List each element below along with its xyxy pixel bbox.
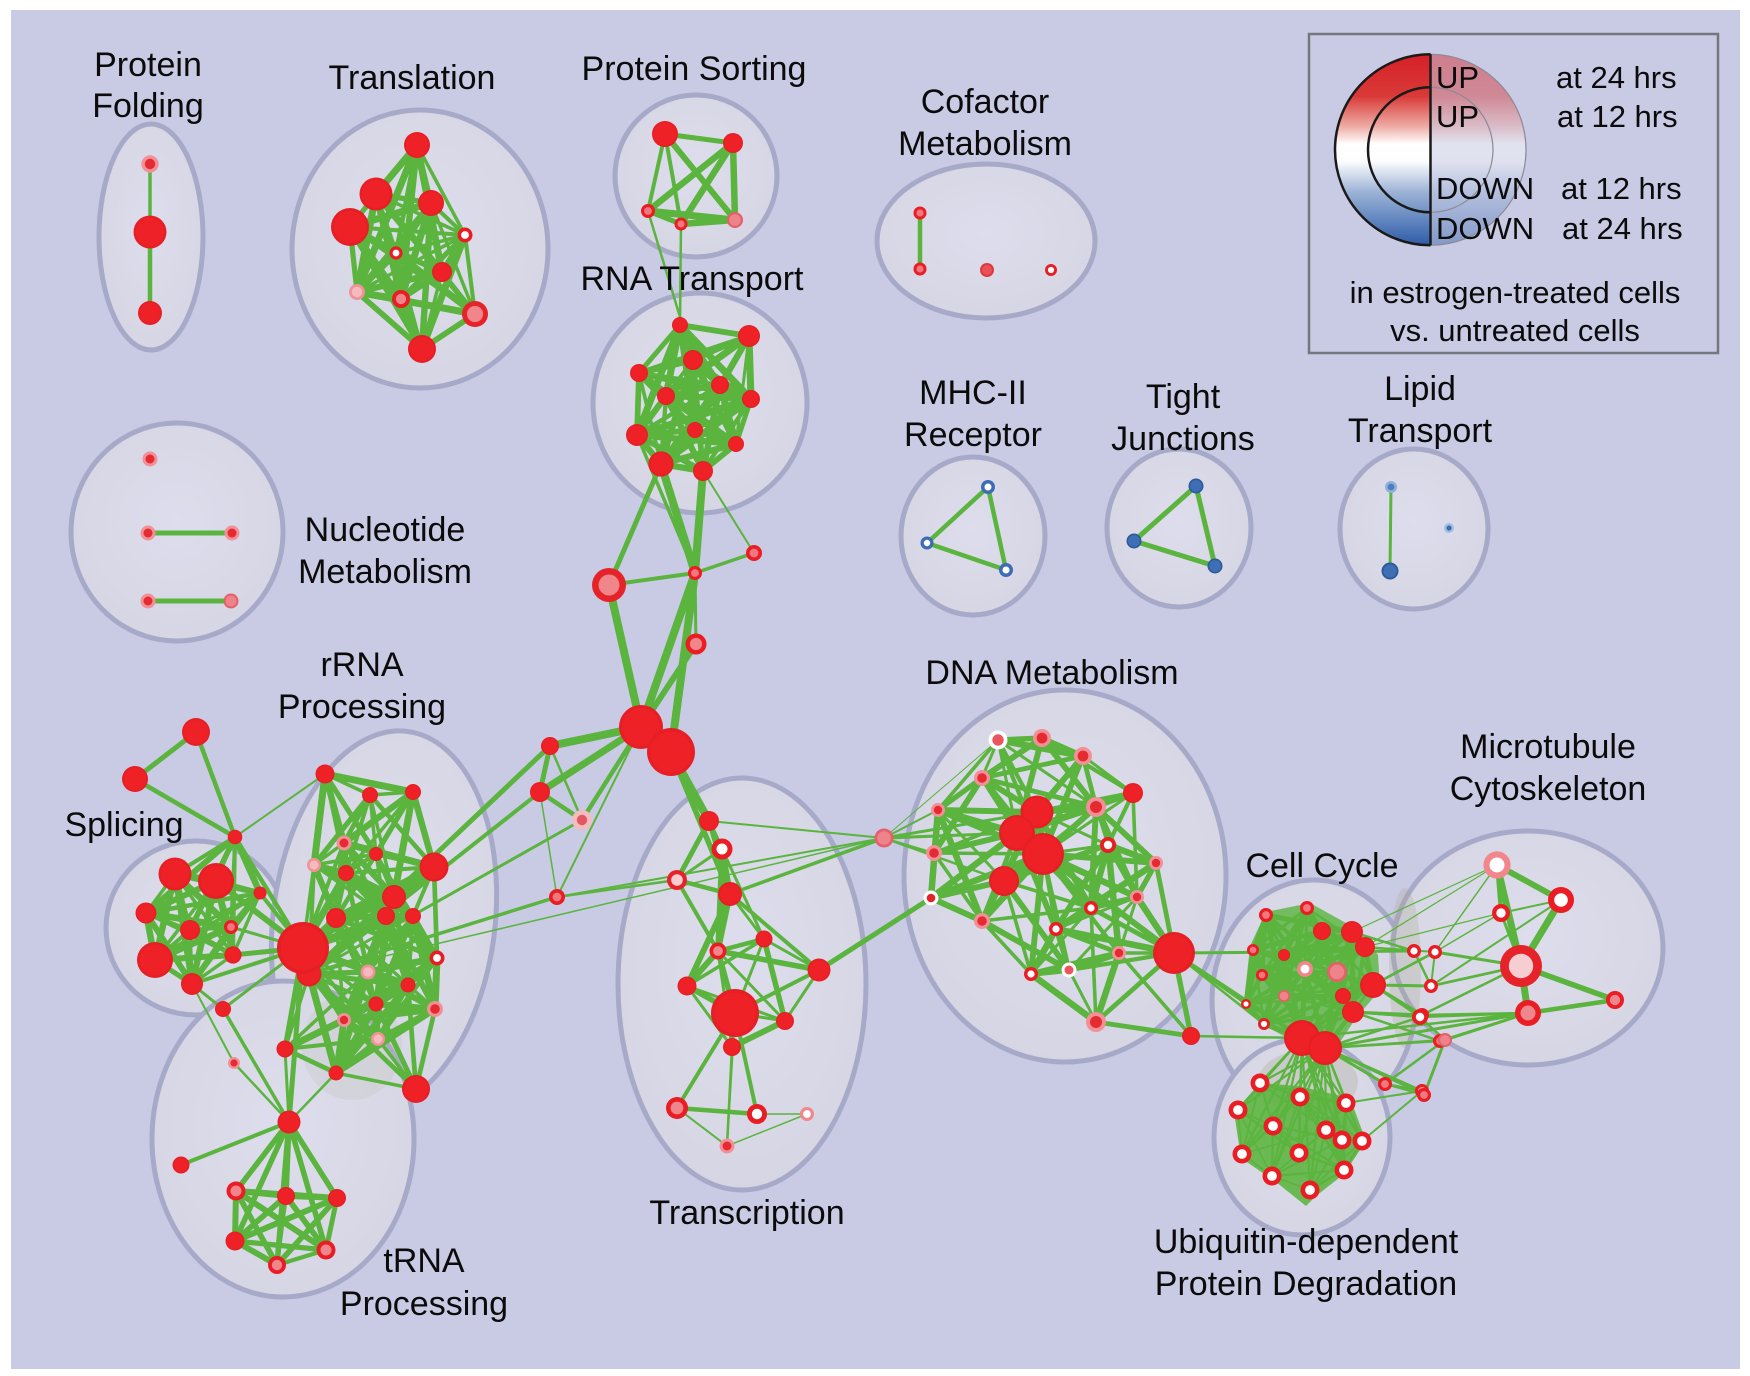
svg-text:Splicing: Splicing <box>64 806 183 844</box>
svg-text:Cofactor: Cofactor <box>921 83 1050 121</box>
svg-text:at 24 hrs: at 24 hrs <box>1562 211 1683 246</box>
svg-text:Protein Sorting: Protein Sorting <box>582 50 807 88</box>
svg-text:UP: UP <box>1436 60 1479 95</box>
svg-text:tRNA: tRNA <box>383 1242 465 1280</box>
svg-text:Metabolism: Metabolism <box>298 553 472 591</box>
svg-text:Metabolism: Metabolism <box>898 125 1072 163</box>
svg-text:Cell Cycle: Cell Cycle <box>1245 847 1398 885</box>
svg-text:Processing: Processing <box>278 688 446 726</box>
svg-text:at 12 hrs: at 12 hrs <box>1561 171 1682 206</box>
svg-text:Transcription: Transcription <box>649 1194 844 1232</box>
svg-text:vs. untreated cells: vs. untreated cells <box>1390 313 1640 348</box>
svg-text:Translation: Translation <box>329 59 496 97</box>
svg-text:Tight: Tight <box>1146 378 1221 416</box>
svg-text:MHC-II: MHC-II <box>919 374 1027 412</box>
svg-text:Lipid: Lipid <box>1384 370 1456 408</box>
svg-text:Folding: Folding <box>92 87 204 125</box>
svg-text:Processing: Processing <box>340 1285 508 1323</box>
svg-text:Cytoskeleton: Cytoskeleton <box>1450 770 1647 808</box>
svg-text:Ubiquitin-dependent: Ubiquitin-dependent <box>1154 1223 1459 1261</box>
svg-text:DOWN: DOWN <box>1436 171 1534 206</box>
svg-text:Microtubule: Microtubule <box>1460 728 1636 766</box>
svg-text:Junctions: Junctions <box>1111 420 1255 458</box>
svg-text:Receptor: Receptor <box>904 416 1042 454</box>
svg-text:DOWN: DOWN <box>1436 211 1534 246</box>
svg-text:rRNA: rRNA <box>320 646 403 684</box>
svg-text:DNA Metabolism: DNA Metabolism <box>925 654 1178 692</box>
svg-text:in estrogen-treated cells: in estrogen-treated cells <box>1350 275 1681 310</box>
svg-text:at 24 hrs: at 24 hrs <box>1556 60 1677 95</box>
svg-text:UP: UP <box>1436 99 1479 134</box>
svg-text:Protein: Protein <box>94 46 202 84</box>
svg-text:at 12 hrs: at 12 hrs <box>1557 99 1678 134</box>
svg-text:Nucleotide: Nucleotide <box>305 511 466 549</box>
svg-text:RNA Transport: RNA Transport <box>581 260 805 298</box>
svg-text:Transport: Transport <box>1348 412 1493 450</box>
svg-text:Protein Degradation: Protein Degradation <box>1155 1265 1457 1303</box>
